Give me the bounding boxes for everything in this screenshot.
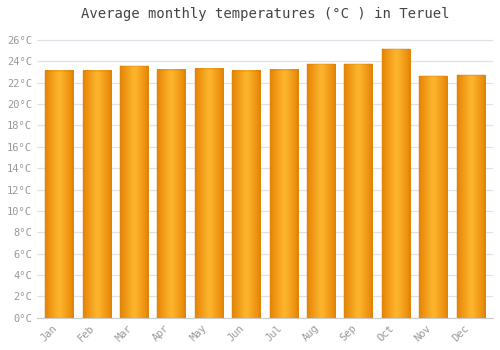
Title: Average monthly temperatures (°C ) in Teruel: Average monthly temperatures (°C ) in Te… — [80, 7, 449, 21]
